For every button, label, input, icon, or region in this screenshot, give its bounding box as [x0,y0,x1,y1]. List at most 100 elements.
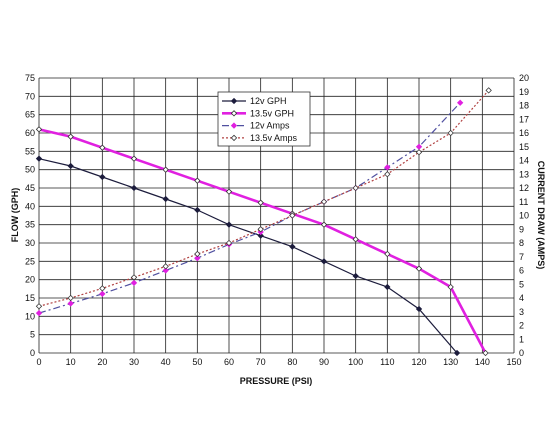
legend-label: 13.5v GPH [250,108,294,118]
data-point [257,199,264,206]
x-tick-label: 70 [256,357,266,367]
series-layer [35,87,492,357]
x-tick-label: 0 [36,357,41,367]
y-tick-label: 60 [25,128,35,138]
x-tick-label: 150 [506,357,521,367]
x-axis-ticks: 0 10 20 30 40 50 60 70 80 90 100 110 120 130 140 150 [36,357,521,367]
y-tick-label: 15 [25,293,35,303]
y-tick-label: 45 [25,183,35,193]
data-point [289,212,296,219]
data-point [320,198,328,205]
data-point [194,206,201,214]
data-point [130,279,138,287]
data-point [257,226,264,233]
data-point [162,195,169,203]
data-point [352,272,359,280]
y2-tick-label: 15 [519,142,529,152]
y2-tick-label: 17 [519,114,529,124]
data-point [352,236,359,243]
series-13-5v-gph [35,126,489,357]
left-axis-ticks: 0 5 10 15 20 25 30 35 40 45 50 55 60 65 70 75 [25,73,35,358]
data-point [453,349,461,357]
data-point [35,309,43,317]
y-tick-label: 65 [25,110,35,120]
data-point [130,274,138,281]
data-point [482,349,489,357]
x-tick-label: 60 [224,357,234,367]
y2-tick-label: 13 [519,169,529,179]
data-point [447,283,454,291]
data-point [162,263,169,270]
data-point [99,173,106,181]
y2-tick-label: 9 [519,224,524,234]
data-point [67,162,74,170]
data-point [99,290,106,298]
y-tick-label: 75 [25,73,35,83]
y-tick-label: 35 [25,220,35,230]
data-point [485,87,492,94]
data-point [384,164,391,171]
y2-tick-label: 10 [519,211,529,221]
y-axis-title: FLOW (GPH) [10,188,20,243]
legend-marker [230,97,238,105]
x-tick-label: 50 [192,357,202,367]
data-point [415,149,423,156]
data-point [35,303,43,310]
y2-tick-label: 19 [519,87,529,97]
y2-tick-label: 2 [519,321,524,331]
series-12v-gph [35,155,461,357]
x-tick-label: 100 [348,357,363,367]
data-point [384,250,391,258]
legend-label: 13.5v Amps [250,133,298,143]
data-point [415,143,423,150]
data-point [457,99,464,106]
y-tick-label: 55 [25,146,35,156]
data-point [194,254,201,262]
y-tick-label: 40 [25,201,35,211]
legend-label: 12v GPH [250,96,287,106]
series-line [38,128,487,354]
series-13-5v-amps [35,87,492,310]
x-tick-label: 40 [161,357,171,367]
y2-tick-label: 4 [519,293,524,303]
chart-legend: 12v GPH 13.5v GPH 12v Amps 13.5v Amps [217,91,311,147]
legend-marker [230,110,238,117]
data-point [289,243,296,250]
y-tick-label: 10 [25,311,35,321]
y2-tick-label: 7 [519,252,524,262]
x-tick-label: 90 [319,357,329,367]
y-tick-label: 70 [25,91,35,101]
y2-tick-label: 18 [519,101,529,111]
x-tick-label: 140 [475,357,490,367]
data-point [35,126,43,133]
data-point [99,144,106,151]
y2-tick-label: 12 [519,183,529,193]
y2-tick-label: 20 [519,73,529,83]
x-tick-label: 110 [380,357,394,367]
data-point [194,177,201,184]
data-point [320,221,328,228]
data-point [384,171,391,178]
y2-tick-label: 3 [519,307,524,317]
data-point [225,188,233,195]
data-point [352,184,359,192]
x-tick-label: 20 [97,357,107,367]
y2-tick-label: 0 [519,348,524,358]
x-tick-label: 130 [443,357,458,367]
legend-label: 12v Amps [250,121,290,131]
y-tick-label: 0 [30,348,35,358]
y2-tick-label: 11 [519,197,528,207]
data-point [225,239,233,247]
series-line [38,89,490,307]
data-point [415,265,423,272]
data-point [415,305,423,313]
x-tick-label: 80 [287,357,297,367]
data-point [447,129,454,137]
y-tick-label: 20 [25,275,35,285]
y2-tick-label: 8 [519,238,524,248]
legend-marker [230,122,238,129]
data-point [225,221,233,228]
y-tick-label: 5 [30,330,35,340]
data-point [384,283,391,291]
